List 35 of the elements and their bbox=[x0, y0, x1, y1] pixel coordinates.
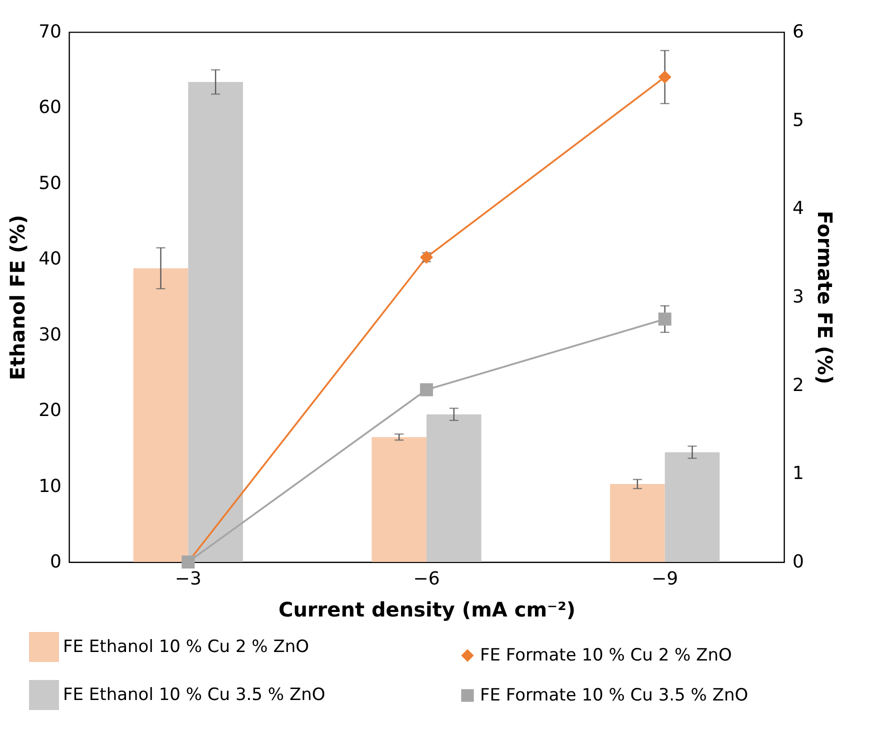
y-tick-label: 30 bbox=[38, 324, 62, 346]
legend-label: FE Ethanol 10 % Cu 3.5 % ZnO bbox=[63, 685, 326, 705]
y2-tick-label: 1 bbox=[792, 463, 804, 484]
y2-tick-label: 4 bbox=[792, 198, 804, 220]
x-tick-label: −3 bbox=[174, 568, 202, 590]
y-tick-label: 0 bbox=[50, 552, 62, 572]
y2-axis-title: Formate FE (%) bbox=[812, 210, 837, 384]
y-tick-label: 60 bbox=[38, 97, 62, 118]
bar bbox=[188, 82, 243, 562]
y2-tick-label: 2 bbox=[792, 374, 804, 396]
y2-tick-label: 0 bbox=[792, 552, 804, 572]
bar bbox=[426, 414, 482, 562]
legend-label: FE Ethanol 10 % Cu 2 % ZnO bbox=[63, 637, 310, 657]
bar bbox=[372, 437, 426, 562]
legend-label: FE Formate 10 % Cu 3.5 % ZnO bbox=[480, 686, 748, 706]
y-tick-label: 50 bbox=[38, 172, 62, 194]
y2-tick-label: 3 bbox=[792, 286, 804, 308]
bar bbox=[133, 268, 188, 562]
point bbox=[658, 70, 672, 84]
y-tick-label: 40 bbox=[38, 248, 62, 270]
x-tick-label: −6 bbox=[413, 568, 440, 590]
x-tick-label: −9 bbox=[652, 568, 678, 590]
y-tick-label: 20 bbox=[38, 400, 62, 422]
y2-tick-label: 5 bbox=[792, 110, 804, 131]
y-tick-label: 70 bbox=[38, 22, 62, 42]
y-tick-label: 10 bbox=[38, 476, 62, 497]
y2-tick-label: 6 bbox=[792, 22, 804, 42]
point bbox=[420, 383, 434, 396]
x-axis-title: Current density (mA cm⁻²) bbox=[278, 598, 576, 622]
bar bbox=[610, 484, 665, 562]
point bbox=[658, 312, 672, 326]
bar bbox=[664, 452, 720, 562]
y-axis-title: Ethanol FE (%) bbox=[6, 214, 30, 380]
legend-label: FE Formate 10 % Cu 2 % ZnO bbox=[480, 646, 732, 666]
point bbox=[420, 250, 434, 264]
